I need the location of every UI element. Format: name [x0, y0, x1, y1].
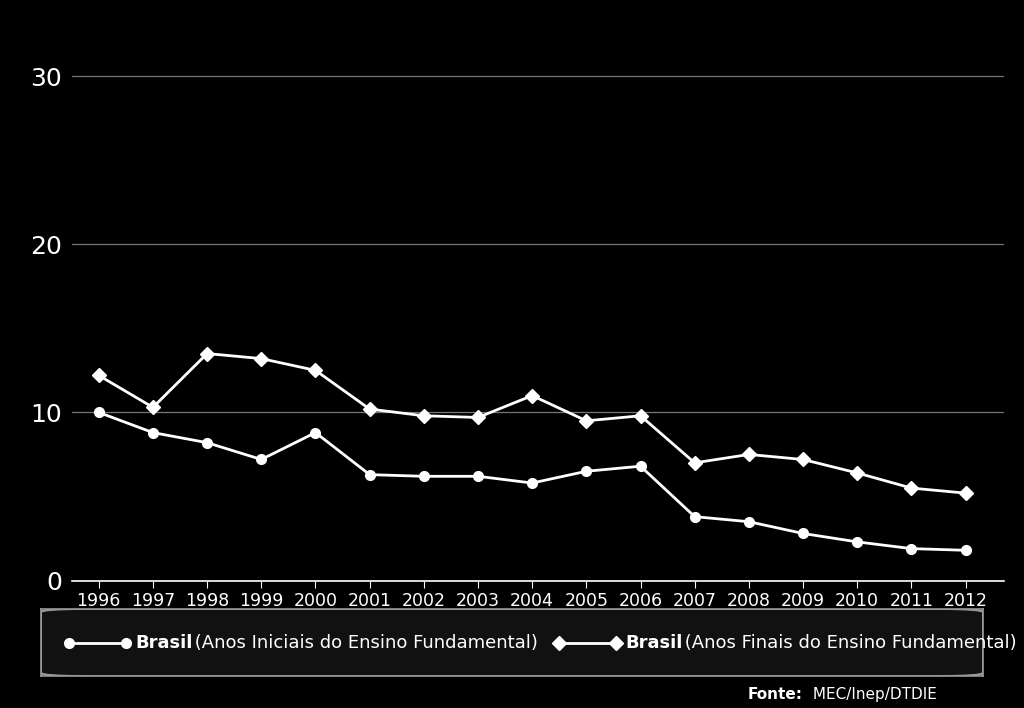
Text: Brasil: Brasil: [625, 634, 682, 651]
Text: (Anos Finais do Ensino Fundamental): (Anos Finais do Ensino Fundamental): [679, 634, 1017, 651]
FancyBboxPatch shape: [41, 609, 983, 676]
Text: MEC/Inep/DTDIE: MEC/Inep/DTDIE: [808, 687, 937, 702]
Text: Fonte:: Fonte:: [748, 687, 803, 702]
Text: Brasil: Brasil: [135, 634, 193, 651]
Text: (Anos Iniciais do Ensino Fundamental): (Anos Iniciais do Ensino Fundamental): [188, 634, 538, 651]
